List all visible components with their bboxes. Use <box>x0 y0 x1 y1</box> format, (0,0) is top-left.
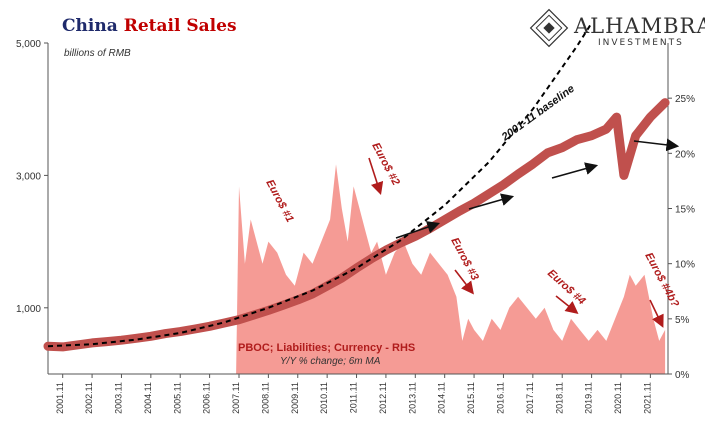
annotation-euro4: Euro$ #4 <box>545 267 588 307</box>
arrow-trend-1 <box>395 221 441 239</box>
x-tick-label: 2021.11 <box>642 382 652 414</box>
arrow-euro4b <box>649 299 664 328</box>
x-tick-label: 2012.11 <box>378 382 388 414</box>
pboc-series-label: PBOC; Liabilities; Currency - RHS <box>238 342 415 354</box>
arrow-trend-2 <box>468 193 515 210</box>
pboc-series-note: Y/Y % change; 6m MA <box>280 356 381 367</box>
y-right-tick-label: 20% <box>675 149 695 160</box>
x-tick-label: 2002.11 <box>84 382 94 414</box>
x-tick-label: 2009.11 <box>290 382 300 414</box>
x-tick-label: 2013.11 <box>407 382 417 414</box>
y-left-tick-label: 1,000 <box>16 304 41 315</box>
x-tick-label: 2007.11 <box>231 382 241 414</box>
baseline-series-layer <box>47 22 593 348</box>
logo-name: ALHAMBRA <box>573 14 705 38</box>
annotation-euro2: Euro$ #2 <box>369 141 401 188</box>
arrow-euro2 <box>368 157 384 196</box>
x-tick-label: 2011.11 <box>349 382 359 413</box>
x-tick-label: 2001.11 <box>55 382 65 414</box>
annotation-euro3: Euro$ #3 <box>448 236 480 283</box>
x-tick-label: 2020.11 <box>613 382 623 414</box>
chart-title-part1: China <box>62 16 118 36</box>
x-tick-label: 2015.11 <box>466 382 476 414</box>
annotation-arrows <box>368 138 680 328</box>
arrow-trend-3 <box>551 162 599 179</box>
baseline-trend-line <box>47 22 593 348</box>
x-tick-label: 2010.11 <box>319 382 329 414</box>
x-tick-label: 2017.11 <box>525 382 535 414</box>
y-right-tick-label: 15% <box>675 205 695 216</box>
axes-layer: 1,000 3,000 5,000 0% 5% 10% 15% 20% 25% 2001.11 20… <box>16 39 695 414</box>
x-tick-label: 2016.11 <box>496 382 506 414</box>
y-left-tick-label: 5,000 <box>16 39 41 50</box>
diamond-logo-icon <box>529 8 569 48</box>
chart-title: China Retail Sales <box>62 16 237 36</box>
baseline-label: 2001-11 baseline <box>499 83 577 144</box>
pboc-series-layer <box>236 164 666 374</box>
x-tick-label: 2014.11 <box>437 382 447 414</box>
y-right-tick-label: 10% <box>675 260 695 271</box>
retail-sales-line <box>43 98 670 352</box>
arrow-euro3 <box>454 269 474 295</box>
logo-sub: INVESTMENTS <box>598 38 684 48</box>
y-right-tick-label: 5% <box>675 315 690 326</box>
units-label: billions of RMB <box>64 48 131 59</box>
annotation-euro1: Euro$ #1 <box>263 178 295 225</box>
chart-title-part2: Retail Sales <box>124 16 237 36</box>
arrow-euro4 <box>555 295 579 314</box>
y-right-tick-label: 25% <box>675 94 695 105</box>
x-tick-label: 2004.11 <box>143 382 153 414</box>
x-tick-label: 2003.11 <box>114 382 124 414</box>
alhambra-logo: ALHAMBRA INVESTMENTS <box>529 8 705 48</box>
x-tick-label: 2005.11 <box>172 382 182 414</box>
pboc-area <box>236 164 666 374</box>
y-left-tick-label: 3,000 <box>16 171 41 182</box>
retail-series-layer <box>43 98 670 352</box>
x-tick-label: 2018.11 <box>554 382 564 414</box>
arrow-trend-4 <box>633 138 680 152</box>
x-tick-label: 2008.11 <box>260 382 270 414</box>
x-tick-label: 2019.11 <box>584 382 594 414</box>
y-right-tick-label: 0% <box>675 370 690 381</box>
x-tick-label: 2006.11 <box>202 382 212 414</box>
